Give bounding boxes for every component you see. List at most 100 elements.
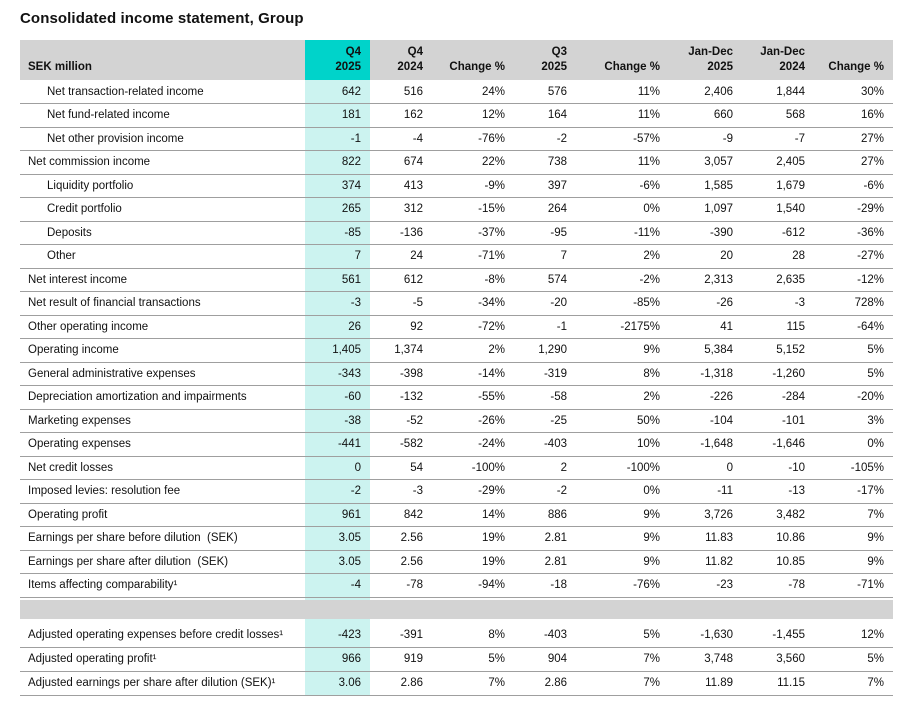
cell-value: 10.86 (742, 526, 814, 551)
cell-value: -58 (514, 385, 576, 410)
table-row: Net fund-related income 181 162 12% 164 11% 66… (20, 103, 893, 128)
cell-value: -101 (742, 409, 814, 433)
cell-value: 904 (514, 647, 576, 672)
cell-value: 7 (305, 244, 370, 269)
cell-value: -2% (576, 268, 669, 292)
cell-value: 3.06 (305, 671, 370, 696)
cell-value: -71% (814, 573, 893, 598)
cell-value: 9% (576, 503, 669, 527)
cell-value: -78 (742, 573, 814, 598)
cell-value: -95 (514, 221, 576, 245)
col-header-q4-2024: Q4 2024 (370, 40, 432, 80)
cell-value: 5,152 (742, 338, 814, 363)
cell-value: 11.82 (669, 550, 742, 574)
cell-value: -1,260 (742, 362, 814, 386)
cell-value: 2,313 (669, 268, 742, 292)
cell-value: 19% (432, 526, 514, 551)
spacer-row (20, 619, 893, 623)
cell-value: -1,630 (669, 623, 742, 648)
cell-value: 16% (814, 103, 893, 128)
row-label: Net commission income (20, 150, 305, 175)
row-label: Earnings per share before dilution (SEK) (20, 526, 305, 551)
cell-value: -3 (370, 479, 432, 504)
cell-value: -105% (814, 456, 893, 480)
cell-value: -9 (669, 127, 742, 151)
spacer-cell (305, 597, 370, 600)
cell-value: 1,540 (742, 197, 814, 222)
cell-value: 374 (305, 174, 370, 198)
spacer-cell (432, 600, 514, 619)
cell-value: 12% (814, 623, 893, 648)
cell-value: -398 (370, 362, 432, 386)
row-label: Items affecting comparability¹ (20, 573, 305, 598)
cell-value: -29% (432, 479, 514, 504)
cell-value: -34% (432, 291, 514, 316)
cell-value: 5% (814, 338, 893, 363)
cell-value: -4 (370, 127, 432, 151)
cell-value: -319 (514, 362, 576, 386)
table-body: Net transaction-related income 642 516 24% 5… (20, 80, 893, 696)
cell-value: 2.56 (370, 550, 432, 574)
cell-value: 0 (305, 456, 370, 480)
cell-value: -72% (432, 315, 514, 339)
cell-value: 3,057 (669, 150, 742, 175)
cell-value: 181 (305, 103, 370, 128)
cell-value: -85% (576, 291, 669, 316)
cell-value: -226 (669, 385, 742, 410)
cell-value: -78 (370, 573, 432, 598)
cell-value: 8% (576, 362, 669, 386)
cell-value: 3,748 (669, 647, 742, 672)
cell-value: -3 (742, 291, 814, 316)
table-row: Credit portfolio 265 312 -15% 264 0% 1,097 1,54… (20, 197, 893, 222)
cell-value: 1,679 (742, 174, 814, 198)
cell-value: -14% (432, 362, 514, 386)
row-label: Net credit losses (20, 456, 305, 480)
spacer-cell (305, 600, 370, 619)
cell-value: -441 (305, 432, 370, 457)
cell-value: 2.81 (514, 550, 576, 574)
cell-value: 24 (370, 244, 432, 269)
spacer-row (20, 600, 893, 619)
cell-value: 7% (576, 647, 669, 672)
cell-value: 3,726 (669, 503, 742, 527)
cell-value: 5% (576, 623, 669, 648)
col-header-change-1: Change % (432, 40, 514, 80)
row-label: Depreciation amortization and impairment… (20, 385, 305, 410)
cell-value: 561 (305, 268, 370, 292)
cell-value: 5% (814, 362, 893, 386)
row-label: Liquidity portfolio (20, 174, 305, 198)
cell-value: 5,384 (669, 338, 742, 363)
cell-value: -10 (742, 456, 814, 480)
cell-value: -2 (514, 127, 576, 151)
row-label: Net fund-related income (20, 103, 305, 128)
row-label: Deposits (20, 221, 305, 245)
row-label: Net interest income (20, 268, 305, 292)
cell-value: -37% (432, 221, 514, 245)
cell-value: 842 (370, 503, 432, 527)
cell-value: 20 (669, 244, 742, 269)
table-row: Adjusted earnings per share after diluti… (20, 671, 893, 696)
cell-value: 26 (305, 315, 370, 339)
cell-value: -27% (814, 244, 893, 269)
cell-value: 3.05 (305, 526, 370, 551)
cell-value: -4 (305, 573, 370, 598)
cell-value: 54 (370, 456, 432, 480)
cell-value: -15% (432, 197, 514, 222)
cell-value: 11.15 (742, 671, 814, 696)
cell-value: 10.85 (742, 550, 814, 574)
cell-value: 397 (514, 174, 576, 198)
cell-value: 28 (742, 244, 814, 269)
cell-value: -8% (432, 268, 514, 292)
income-statement-table: SEK million Q4 2025 Q4 2024 Change % Q3 … (20, 40, 893, 696)
cell-value: 14% (432, 503, 514, 527)
row-label: Other operating income (20, 315, 305, 339)
col-header-jandec-2024: Jan-Dec 2024 (742, 40, 814, 80)
cell-value: -1,646 (742, 432, 814, 457)
cell-value: 41 (669, 315, 742, 339)
cell-value: 3,482 (742, 503, 814, 527)
cell-value: 961 (305, 503, 370, 527)
cell-value: -64% (814, 315, 893, 339)
cell-value: -25 (514, 409, 576, 433)
cell-value: -403 (514, 623, 576, 648)
cell-value: 0% (814, 432, 893, 457)
